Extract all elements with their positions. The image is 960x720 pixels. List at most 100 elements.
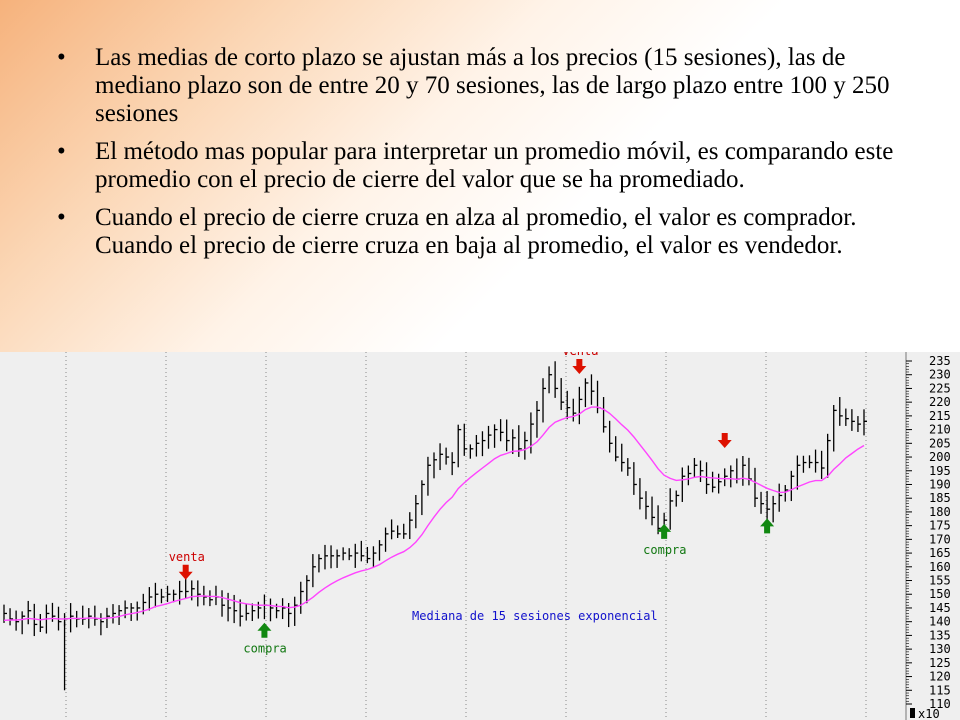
y-tick-label: 230 bbox=[929, 368, 951, 382]
y-tick-label: 120 bbox=[929, 670, 951, 684]
price-bar bbox=[530, 412, 534, 454]
price-bar bbox=[542, 378, 547, 423]
price-bar bbox=[766, 491, 771, 523]
price-bar bbox=[336, 549, 341, 568]
y-tick-label: 190 bbox=[929, 477, 951, 491]
price-bar bbox=[457, 424, 462, 468]
bullet-item-1: • Las medias de corto plazo se ajustan m… bbox=[52, 44, 912, 128]
price-bar bbox=[257, 601, 262, 619]
price-bar bbox=[548, 366, 553, 394]
y-tick-label: 160 bbox=[929, 560, 951, 574]
price-bar bbox=[724, 468, 728, 487]
price-bar bbox=[172, 589, 177, 603]
price-bar bbox=[94, 605, 98, 626]
up-arrow-icon bbox=[257, 622, 272, 638]
y-tick-label: 170 bbox=[929, 532, 951, 546]
price-bar bbox=[814, 449, 819, 473]
price-bar bbox=[227, 592, 232, 622]
price-bar bbox=[397, 525, 401, 538]
price-bar bbox=[863, 409, 867, 436]
price-bar bbox=[160, 588, 165, 604]
price-bar bbox=[506, 419, 510, 452]
price-bar bbox=[366, 546, 371, 564]
price-bar bbox=[415, 494, 419, 529]
price-bar bbox=[463, 423, 468, 456]
y-tick-label: 130 bbox=[929, 642, 951, 656]
bullet-text: Las medias de corto plazo se ajustan más… bbox=[95, 44, 890, 127]
price-bar bbox=[409, 512, 413, 540]
price-bar bbox=[451, 452, 456, 476]
price-bar bbox=[27, 600, 32, 625]
price-bar bbox=[154, 582, 159, 608]
buy-label: compra bbox=[243, 642, 286, 656]
price-bar bbox=[808, 455, 813, 469]
price-bar bbox=[602, 397, 607, 433]
price-bar bbox=[287, 602, 292, 628]
down-arrow-icon bbox=[572, 358, 587, 374]
price-bar bbox=[215, 585, 219, 606]
price-bar bbox=[433, 452, 437, 479]
y-tick-label: 140 bbox=[929, 615, 951, 629]
price-bar bbox=[778, 483, 783, 512]
price-bar bbox=[209, 590, 213, 607]
y-tick-label: 225 bbox=[929, 381, 951, 395]
y-tick-label: 185 bbox=[929, 491, 951, 505]
grid-layer bbox=[65, 352, 907, 720]
price-bar bbox=[221, 590, 226, 617]
price-bar bbox=[687, 465, 692, 486]
price-bar bbox=[730, 465, 734, 488]
price-bar bbox=[584, 378, 589, 408]
chart-canvas: venta compra venta compra 11011512012513013… bbox=[3, 352, 951, 720]
price-bar bbox=[627, 458, 631, 476]
price-bar bbox=[705, 462, 710, 494]
price-bar bbox=[717, 473, 722, 494]
price-bar bbox=[693, 457, 698, 478]
price-bar bbox=[475, 434, 480, 457]
down-arrow-icon bbox=[717, 433, 732, 449]
price-bar bbox=[790, 470, 795, 502]
buy-signal bbox=[760, 518, 775, 534]
y-tick-label: 220 bbox=[929, 395, 951, 409]
price-bar bbox=[796, 455, 801, 490]
price-bar bbox=[827, 433, 831, 478]
y-tick-label: 195 bbox=[929, 464, 951, 478]
price-bar bbox=[76, 610, 80, 628]
price-bar bbox=[33, 603, 38, 637]
bullet-glyph: • bbox=[57, 138, 66, 165]
price-bar bbox=[185, 578, 189, 599]
price-bar bbox=[651, 496, 656, 526]
price-bar bbox=[166, 585, 171, 602]
buy-label: compra bbox=[643, 543, 686, 557]
price-bar bbox=[608, 420, 613, 453]
price-bar bbox=[851, 409, 855, 431]
bullet-item-2: • El método mas popular para interpretar… bbox=[52, 138, 912, 194]
price-bar bbox=[348, 548, 353, 561]
sell-signal: venta bbox=[169, 550, 205, 580]
price-bar bbox=[845, 408, 849, 426]
moving-average-line bbox=[3, 406, 865, 621]
price-bar bbox=[439, 443, 444, 471]
price-bar bbox=[130, 603, 135, 621]
price-bar bbox=[633, 462, 637, 495]
buy-signal: compra bbox=[643, 523, 687, 557]
price-bar bbox=[802, 455, 807, 473]
price-bar bbox=[281, 598, 286, 620]
price-bar bbox=[263, 594, 268, 620]
bullet-text: Cuando el precio de cierre cruza en alza… bbox=[95, 204, 857, 259]
annotations-layer: venta compra venta compra bbox=[169, 352, 775, 656]
price-bar bbox=[481, 431, 486, 457]
up-arrow-icon bbox=[760, 518, 775, 534]
bullet-list: • Las medias de corto plazo se ajustan m… bbox=[52, 44, 912, 270]
price-bar bbox=[136, 601, 141, 621]
price-bar bbox=[711, 471, 716, 493]
price-bar bbox=[669, 488, 674, 530]
price-bar bbox=[499, 419, 504, 442]
price-bar bbox=[21, 611, 26, 635]
price-bar bbox=[197, 580, 201, 607]
y-tick-label: 210 bbox=[929, 423, 951, 437]
y-tick-label: 215 bbox=[929, 409, 951, 423]
price-bar bbox=[524, 431, 528, 460]
price-bar bbox=[112, 604, 117, 624]
price-bar bbox=[324, 544, 328, 570]
price-bar bbox=[645, 491, 649, 520]
